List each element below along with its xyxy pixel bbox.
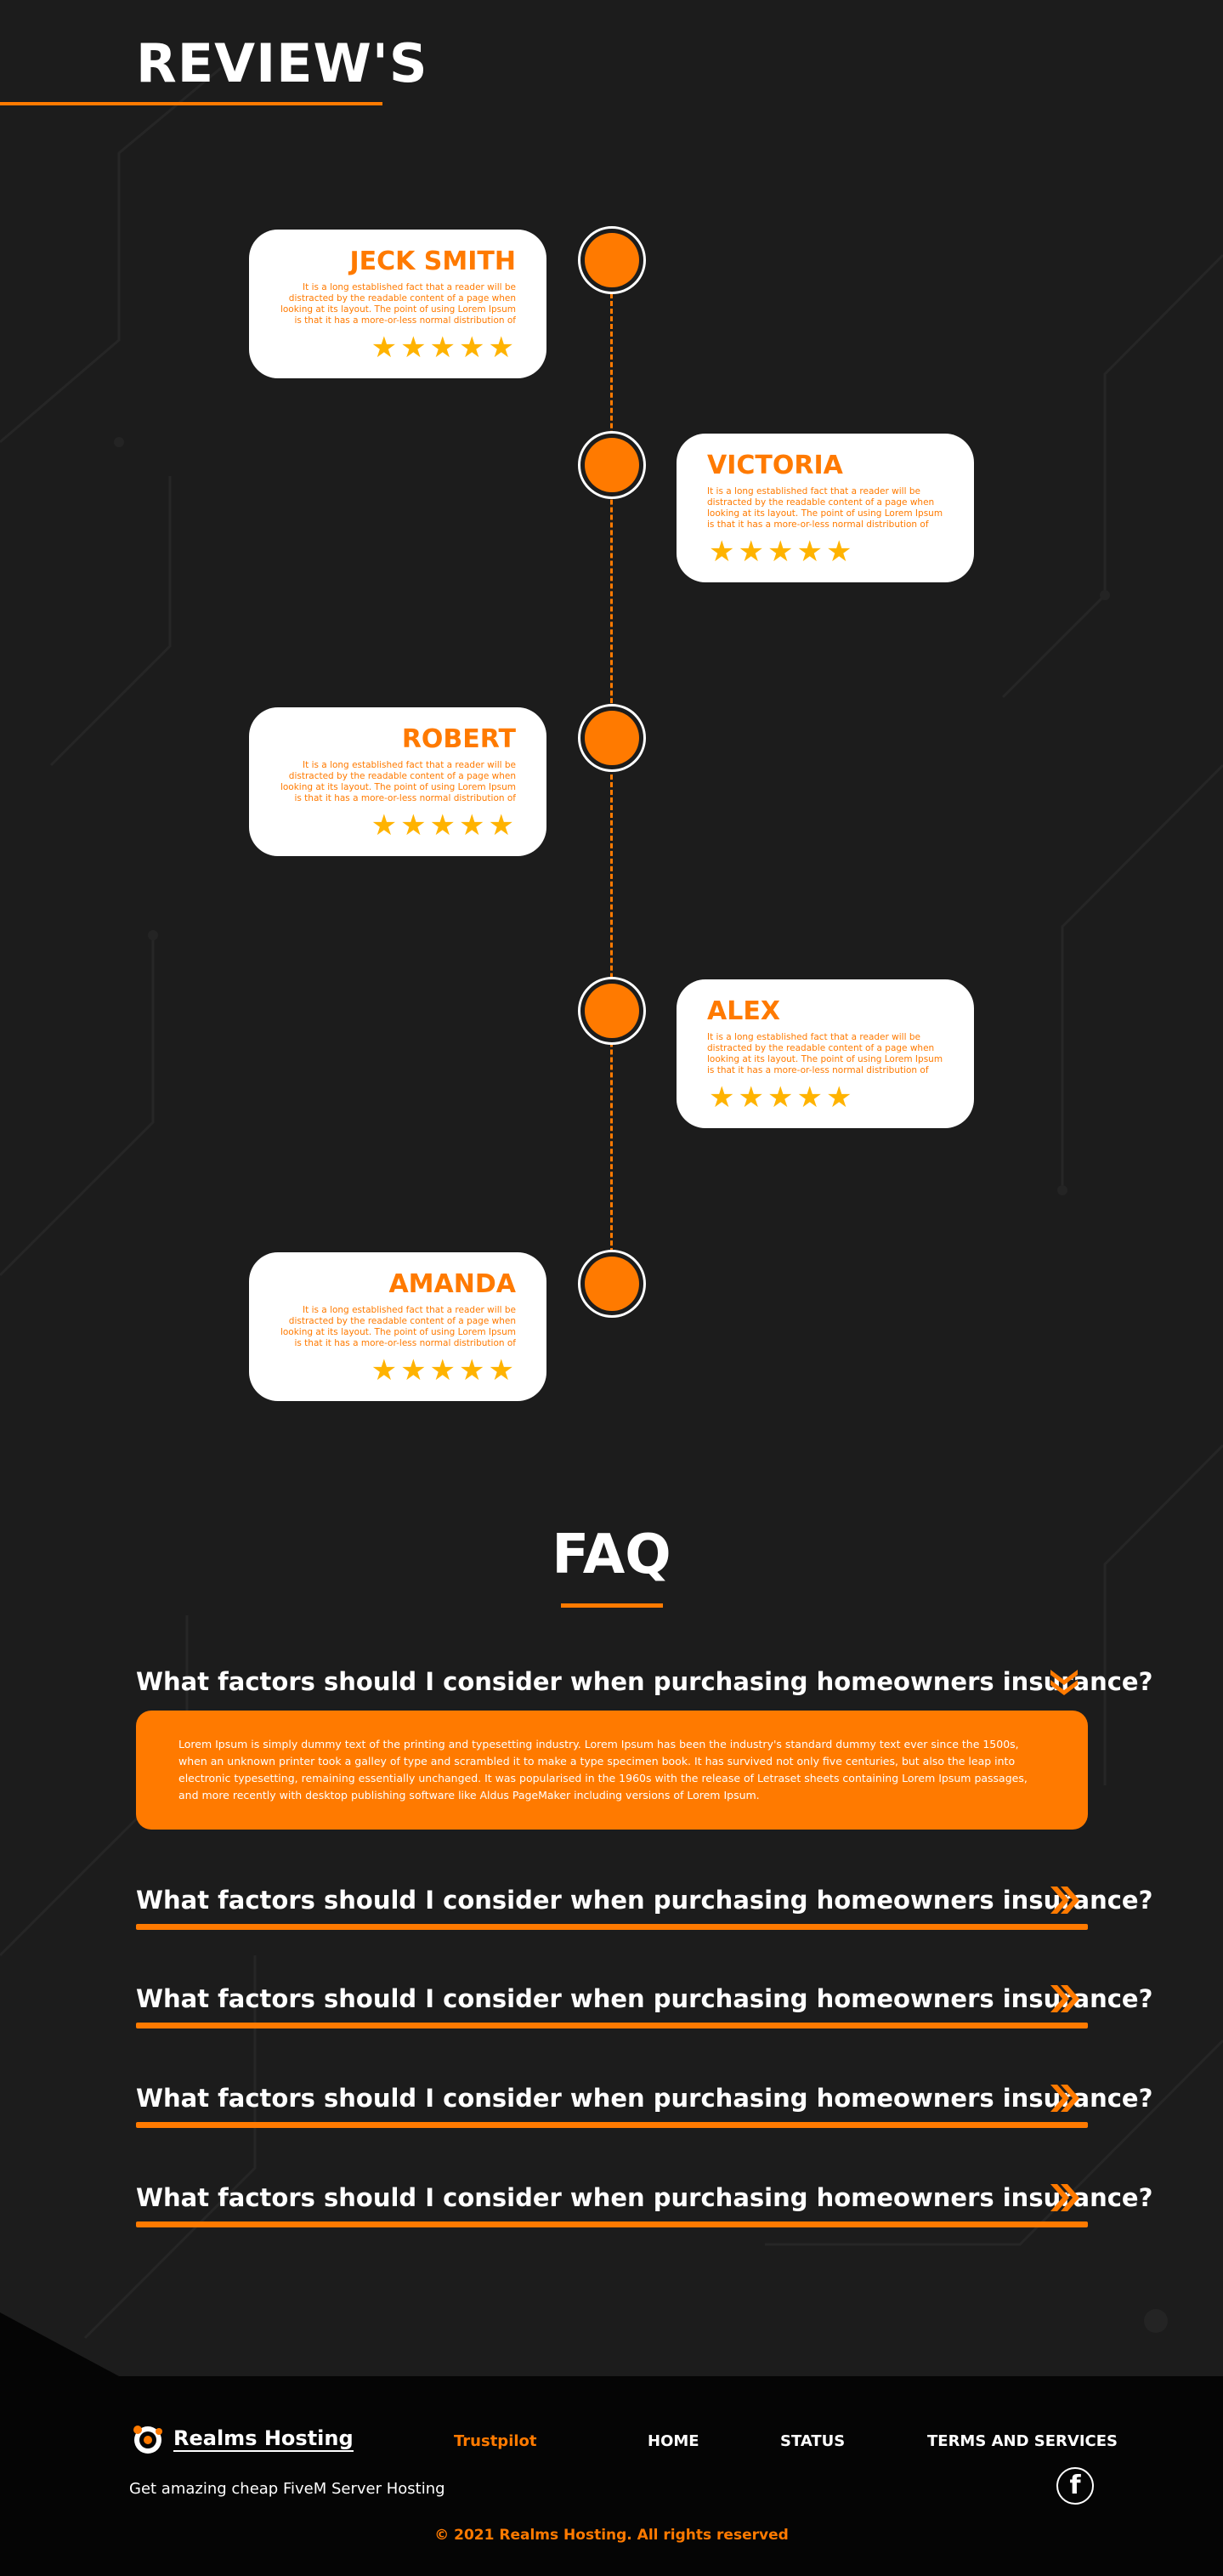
reviews-heading: REVIEW'S bbox=[136, 32, 428, 94]
faq-divider bbox=[136, 2221, 1088, 2227]
logo-icon bbox=[133, 2426, 162, 2454]
star-icon: ★ bbox=[429, 809, 456, 843]
footer bbox=[0, 2376, 1223, 2576]
star-icon: ★ bbox=[825, 535, 852, 569]
double-chevron-right-icon[interactable] bbox=[1047, 2081, 1081, 2115]
star-icon: ★ bbox=[459, 809, 485, 843]
review-text: It is a long established fact that a rea… bbox=[707, 486, 943, 530]
copyright: © 2021 Realms Hosting. All rights reserv… bbox=[434, 2527, 789, 2544]
star-icon: ★ bbox=[371, 331, 398, 365]
star-icon: ★ bbox=[796, 535, 823, 569]
star-icon: ★ bbox=[825, 1081, 852, 1115]
timeline-node-dot bbox=[585, 1257, 639, 1311]
star-icon: ★ bbox=[709, 1081, 735, 1115]
star-icon: ★ bbox=[429, 331, 456, 365]
timeline-node bbox=[578, 226, 646, 294]
star-icon: ★ bbox=[738, 535, 764, 569]
timeline-node bbox=[578, 704, 646, 772]
footer-logo[interactable]: Realms Hosting bbox=[129, 2421, 354, 2457]
review-text: It is a long established fact that a rea… bbox=[280, 760, 516, 803]
double-chevron-right-icon[interactable] bbox=[1047, 1982, 1081, 2016]
facebook-icon[interactable]: f bbox=[1056, 2467, 1094, 2505]
faq-item[interactable]: What factors should I consider when purc… bbox=[136, 1883, 1153, 1930]
star-icon: ★ bbox=[459, 1353, 485, 1387]
faq-item-expanded[interactable]: What factors should I consider when purc… bbox=[136, 1665, 1153, 1830]
double-chevron-right-icon[interactable] bbox=[1047, 1883, 1081, 1917]
faq-divider bbox=[136, 1924, 1088, 1930]
star-icon: ★ bbox=[429, 1353, 456, 1387]
footer-logo-text: Realms Hosting bbox=[173, 2426, 354, 2452]
star-icon: ★ bbox=[767, 535, 794, 569]
review-text: It is a long established fact that a rea… bbox=[280, 282, 516, 326]
review-card: ALEX It is a long established fact that … bbox=[677, 979, 974, 1128]
faq-question[interactable]: What factors should I consider when purc… bbox=[136, 1886, 1153, 1915]
footer-link-trustpilot[interactable]: Trustpilot bbox=[454, 2432, 537, 2450]
star-icon: ★ bbox=[738, 1081, 764, 1115]
reviewer-name: AMANDA bbox=[388, 1269, 516, 1299]
star-icon: ★ bbox=[371, 809, 398, 843]
review-text: It is a long established fact that a rea… bbox=[707, 1032, 943, 1075]
faq-question[interactable]: What factors should I consider when purc… bbox=[136, 2183, 1153, 2212]
faq-heading-underline bbox=[561, 1603, 663, 1608]
reviewer-name: JECK SMITH bbox=[349, 247, 516, 276]
review-card: JECK SMITH It is a long established fact… bbox=[249, 230, 546, 378]
review-card: AMANDA It is a long established fact tha… bbox=[249, 1252, 546, 1401]
star-icon: ★ bbox=[488, 331, 514, 365]
star-rating: ★ ★ ★ ★ ★ bbox=[707, 1083, 943, 1112]
star-icon: ★ bbox=[709, 535, 735, 569]
faq-question[interactable]: What factors should I consider when purc… bbox=[136, 2084, 1153, 2113]
double-chevron-right-icon[interactable] bbox=[1047, 2181, 1081, 2215]
reviewer-name: VICTORIA bbox=[707, 451, 843, 480]
faq-answer: Lorem Ipsum is simply dummy text of the … bbox=[136, 1711, 1088, 1830]
timeline-line bbox=[610, 293, 613, 1284]
star-icon: ★ bbox=[796, 1081, 823, 1115]
star-rating: ★ ★ ★ ★ ★ bbox=[280, 1356, 516, 1385]
double-chevron-down-icon[interactable] bbox=[1047, 1665, 1081, 1699]
star-rating: ★ ★ ★ ★ ★ bbox=[280, 333, 516, 362]
star-icon: ★ bbox=[400, 331, 427, 365]
faq-heading: FAQ bbox=[552, 1523, 671, 1586]
timeline-node-dot bbox=[585, 438, 639, 492]
faq-item[interactable]: What factors should I consider when purc… bbox=[136, 1982, 1153, 2028]
timeline-node bbox=[578, 977, 646, 1045]
faq-question[interactable]: What factors should I consider when purc… bbox=[136, 1984, 1153, 2013]
footer-link-home[interactable]: HOME bbox=[648, 2432, 699, 2450]
footer-link-terms[interactable]: TERMS AND SERVICES bbox=[927, 2432, 1118, 2450]
review-card: ROBERT It is a long established fact tha… bbox=[249, 707, 546, 856]
faq-item[interactable]: What factors should I consider when purc… bbox=[136, 2181, 1153, 2227]
faq-item[interactable]: What factors should I consider when purc… bbox=[136, 2081, 1153, 2128]
star-icon: ★ bbox=[488, 1353, 514, 1387]
review-text: It is a long established fact that a rea… bbox=[280, 1305, 516, 1348]
timeline-node-dot bbox=[585, 711, 639, 765]
star-icon: ★ bbox=[488, 809, 514, 843]
footer-link-status[interactable]: STATUS bbox=[780, 2432, 846, 2450]
reviews-heading-underline bbox=[0, 102, 382, 105]
faq-divider bbox=[136, 2023, 1088, 2028]
reviewer-name: ALEX bbox=[707, 996, 780, 1026]
timeline-node-dot bbox=[585, 984, 639, 1038]
star-icon: ★ bbox=[400, 1353, 427, 1387]
timeline-node bbox=[578, 431, 646, 499]
timeline-node-dot bbox=[585, 233, 639, 287]
circuit-background bbox=[0, 2312, 119, 2376]
star-rating: ★ ★ ★ ★ ★ bbox=[280, 811, 516, 840]
faq-divider bbox=[136, 2122, 1088, 2128]
faq-question[interactable]: What factors should I consider when purc… bbox=[136, 1667, 1153, 1696]
timeline-node bbox=[578, 1250, 646, 1318]
footer-tagline: Get amazing cheap FiveM Server Hosting bbox=[129, 2480, 445, 2498]
star-icon: ★ bbox=[459, 331, 485, 365]
review-card: VICTORIA It is a long established fact t… bbox=[677, 434, 974, 582]
star-rating: ★ ★ ★ ★ ★ bbox=[707, 537, 943, 566]
star-icon: ★ bbox=[400, 809, 427, 843]
reviewer-name: ROBERT bbox=[401, 724, 516, 754]
star-icon: ★ bbox=[767, 1081, 794, 1115]
star-icon: ★ bbox=[371, 1353, 398, 1387]
